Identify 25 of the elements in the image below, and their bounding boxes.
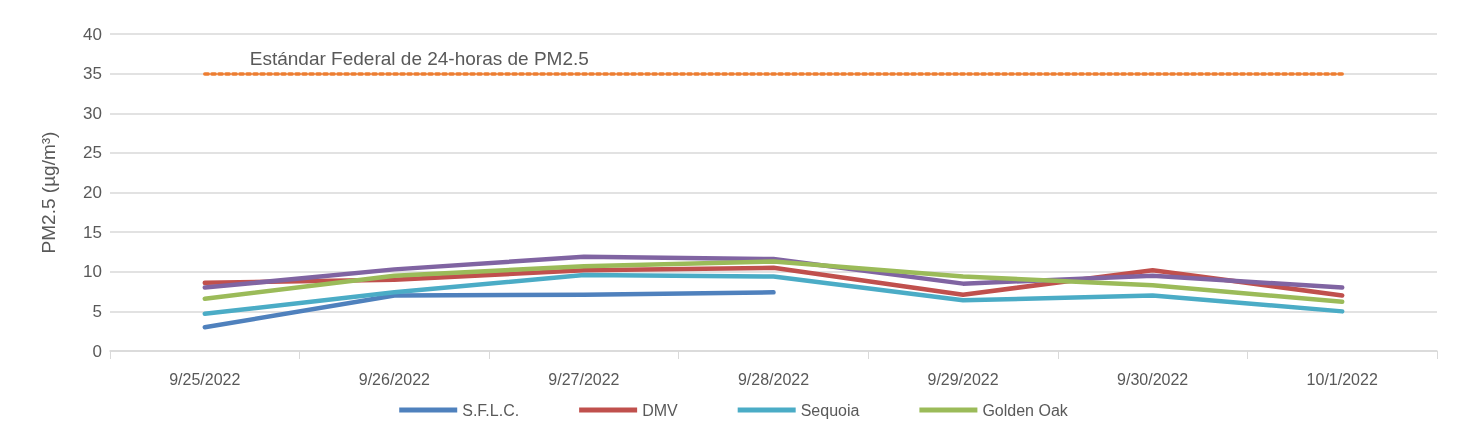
y-tick-label: 0 xyxy=(92,341,102,361)
line-series xyxy=(202,290,776,330)
x-tick-label: 9/27/2022 xyxy=(548,370,620,388)
y-tick-label: 5 xyxy=(92,301,102,321)
x-tick-label: 9/26/2022 xyxy=(358,370,431,388)
y-tick-label: 30 xyxy=(83,103,102,123)
y-tick-label: 15 xyxy=(83,222,102,242)
y-tick-label: 35 xyxy=(83,64,102,84)
line-series xyxy=(202,259,1345,305)
x-tick-label: 9/29/2022 xyxy=(927,370,999,388)
y-tick-label: 40 xyxy=(83,24,102,44)
legend-label: Sequoia xyxy=(800,401,860,419)
x-tick-label: 9/30/2022 xyxy=(1117,370,1189,388)
line-series xyxy=(202,272,1345,316)
y-tick-label: 20 xyxy=(83,183,102,202)
legend-label: S.F.L.C. xyxy=(462,401,520,419)
x-tick-label: 9/25/2022 xyxy=(169,370,241,388)
ref-line-label: Estándar Federal de 24-horas de PM2.5 xyxy=(249,47,589,69)
y-axis-title: PM2.5 (µg/m³) xyxy=(38,131,59,254)
y-tick-label: 25 xyxy=(83,143,102,163)
x-tick-label: 9/28/2022 xyxy=(737,370,810,388)
y-tick-label: 10 xyxy=(83,262,102,282)
legend-label: DMV xyxy=(642,401,679,419)
x-tick-label: 10/1/2022 xyxy=(1306,370,1378,388)
legend-label: Golden Oak xyxy=(982,401,1069,419)
